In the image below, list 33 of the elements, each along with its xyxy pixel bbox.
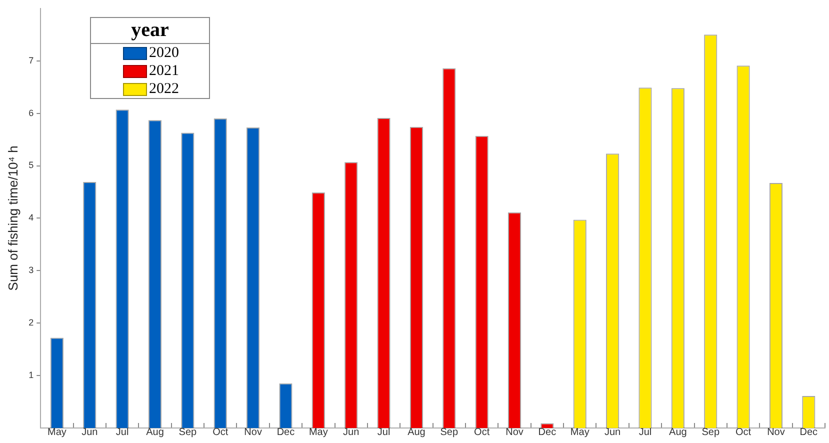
x-tick-label: Sep <box>440 426 458 438</box>
y-axis-title: Sum of fishing time/10⁴ h <box>5 146 20 291</box>
x-tick-label: Aug <box>146 426 164 438</box>
x-tick-label: Nov <box>244 426 262 438</box>
y-tick-label: 3 <box>28 265 34 276</box>
x-tick-label: Dec <box>276 426 295 438</box>
y-tick-label: 7 <box>28 55 34 66</box>
x-tick-label: Nov <box>767 426 785 438</box>
x-tick-label: Jun <box>343 426 360 438</box>
y-tick-label: 4 <box>28 212 34 223</box>
y-tick-label: 6 <box>28 108 34 118</box>
legend-label: 2021 <box>149 62 179 80</box>
x-tick-label: Aug <box>669 426 687 438</box>
y-tick-label: 2 <box>28 318 34 328</box>
x-tick-label: Sep <box>702 426 720 438</box>
x-tick-label: Oct <box>212 426 228 438</box>
x-tick-label: Dec <box>538 426 556 438</box>
y-tick-label: 1 <box>28 370 34 380</box>
x-tick-label: Dec <box>800 426 818 438</box>
x-tick-label: Sep <box>178 426 198 438</box>
x-tick-label: Jun <box>604 426 621 438</box>
x-tick-label: May <box>47 426 66 438</box>
x-tick-label: Jun <box>82 426 98 438</box>
legend-label: 2020 <box>149 44 179 62</box>
x-tick-label: Oct <box>736 426 752 438</box>
x-tick-label: May <box>308 426 328 438</box>
x-tick-label: Aug <box>408 426 426 438</box>
y-tick-label: 5 <box>28 160 34 170</box>
x-tick-label: May <box>570 426 590 438</box>
legend-title: year <box>130 18 170 43</box>
x-tick-label: Nov <box>506 426 524 438</box>
x-tick-label: Oct <box>474 426 490 438</box>
legend-label: 2022 <box>149 80 179 98</box>
